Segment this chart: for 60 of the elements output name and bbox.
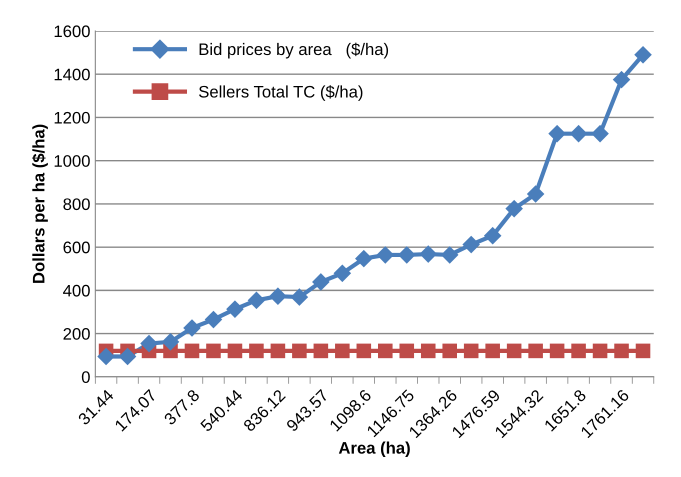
y-tick-label: 400 [63, 284, 90, 297]
y-tick-label: 1400 [54, 68, 90, 80]
point [526, 185, 544, 203]
point [399, 344, 414, 358]
point [270, 344, 286, 358]
point [419, 245, 438, 263]
point [634, 46, 652, 64]
y-tick-label: 0 [82, 371, 90, 384]
point [356, 344, 372, 358]
point [484, 226, 502, 244]
point [118, 348, 136, 366]
point [183, 319, 201, 337]
point [162, 333, 180, 351]
point [248, 292, 266, 310]
point [292, 344, 307, 358]
point [464, 344, 478, 358]
point [184, 344, 200, 358]
point [355, 250, 373, 268]
point [614, 344, 629, 358]
point [591, 124, 609, 142]
point [378, 344, 393, 358]
y-tick-label: 1600 [54, 25, 90, 38]
point [462, 236, 480, 254]
point [550, 344, 564, 358]
point [440, 246, 459, 264]
legend-label: Bid prices by area ($/ha) [200, 42, 388, 58]
point [528, 344, 543, 358]
point [228, 344, 242, 358]
point [290, 288, 308, 306]
legend-label: Sellers Total TC ($/ha) [199, 85, 362, 101]
point [420, 344, 436, 358]
point [314, 344, 328, 358]
y-tick-label: 1000 [54, 155, 90, 167]
y-tick-label: 800 [63, 198, 90, 210]
point [612, 70, 630, 88]
point [442, 344, 458, 358]
point [204, 310, 222, 328]
point [226, 300, 244, 318]
point [269, 287, 287, 305]
y-tick-label: 1200 [54, 112, 90, 124]
point [570, 124, 588, 142]
point [334, 264, 352, 282]
point [97, 348, 115, 366]
point [548, 124, 566, 142]
point [506, 344, 522, 358]
point [312, 273, 330, 291]
point [485, 344, 500, 358]
point [376, 246, 394, 264]
x-axis-title: Area (ha) [338, 442, 410, 458]
point [592, 344, 608, 358]
point [571, 344, 586, 358]
y-tick-label: 600 [64, 242, 90, 254]
point [335, 344, 350, 358]
y-tick-label: 200 [64, 328, 90, 340]
y-axis-title: Dollars per ha ($/ha) [32, 124, 48, 283]
point [249, 344, 264, 358]
point [206, 344, 221, 358]
point [636, 344, 650, 358]
point [505, 200, 523, 218]
point [140, 334, 158, 352]
